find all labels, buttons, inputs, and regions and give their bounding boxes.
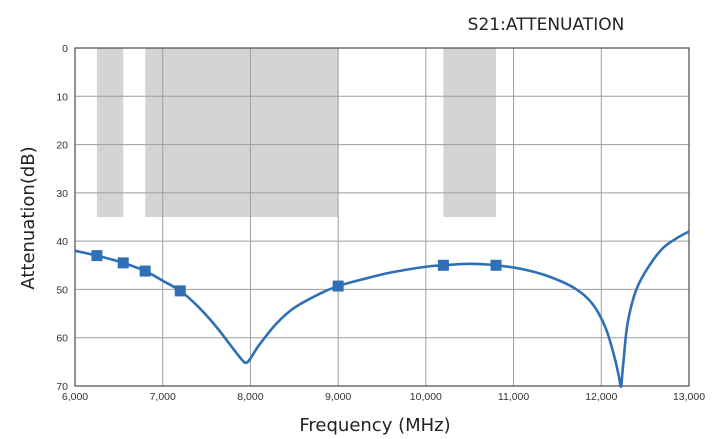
y-tick-label: 70 xyxy=(56,381,68,393)
data-point-marker xyxy=(174,285,186,297)
marker-layer xyxy=(91,250,502,297)
data-point-marker xyxy=(332,280,344,292)
x-tick-label: 10,000 xyxy=(410,391,442,403)
y-tick-label: 40 xyxy=(56,236,68,248)
chart-title: S21:ATTENUATION xyxy=(468,15,625,35)
y-tick-label: 30 xyxy=(56,188,68,200)
data-point-marker xyxy=(117,257,129,269)
data-point-marker xyxy=(139,265,151,277)
x-tick-label: 8,000 xyxy=(237,391,263,403)
x-tick-label: 7,000 xyxy=(150,391,176,403)
y-tick-label: 60 xyxy=(56,333,68,345)
series-line-1 xyxy=(74,230,690,389)
x-axis-title: Frequency (MHz) xyxy=(299,415,450,436)
y-tick-label: 0 xyxy=(62,43,68,55)
mask-regions xyxy=(96,48,497,217)
x-tick-label: 11,000 xyxy=(498,391,529,403)
mask-region-1 xyxy=(96,48,124,217)
y-axis-title: Attenuation(dB) xyxy=(18,146,39,289)
data-point-marker xyxy=(437,259,449,271)
y-tick-label: 20 xyxy=(56,140,68,152)
series-layer xyxy=(74,230,690,389)
tick-labels: 6,000 7,000 8,000 9,000 10,000 11,000 12,000 13… xyxy=(56,43,705,403)
data-point-marker xyxy=(91,250,103,262)
x-tick-label: 12,000 xyxy=(585,391,617,403)
mask-region-2 xyxy=(145,48,339,217)
mask-region-3 xyxy=(443,48,497,217)
x-tick-label: 13,000 xyxy=(673,391,705,403)
data-point-marker xyxy=(490,259,502,271)
y-tick-label: 50 xyxy=(56,284,68,296)
plot-frame xyxy=(74,47,690,387)
y-tick-label: 10 xyxy=(56,91,68,103)
x-tick-label: 6,000 xyxy=(62,391,88,403)
x-tick-label: 9,000 xyxy=(325,391,351,403)
